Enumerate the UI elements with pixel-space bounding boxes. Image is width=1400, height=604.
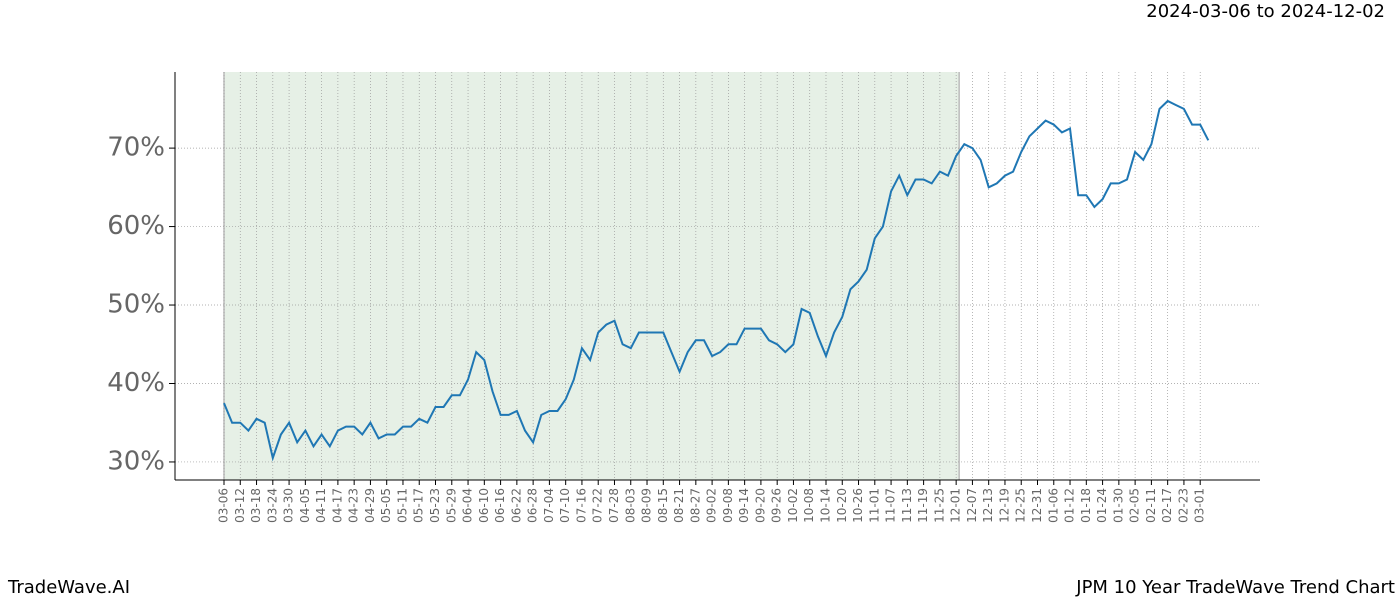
x-tick-label: 04-23 [347, 488, 361, 523]
x-tick-label: 03-06 [217, 488, 231, 523]
x-tick-label: 12-07 [965, 488, 979, 523]
footer-right: JPM 10 Year TradeWave Trend Chart [1075, 577, 1395, 598]
x-tick-label: 12-19 [997, 488, 1011, 523]
x-tick-label: 03-12 [233, 488, 247, 523]
x-tick-label: 06-16 [493, 488, 507, 523]
x-tick-label: 08-15 [656, 488, 670, 523]
x-tick-label: 02-11 [1144, 488, 1158, 523]
x-tick-label: 11-25 [932, 488, 946, 523]
x-tick-label: 07-28 [607, 488, 621, 523]
x-tick-label: 03-30 [282, 488, 296, 523]
x-tick-label: 12-25 [1014, 488, 1028, 523]
x-tick-label: 05-29 [444, 488, 458, 523]
x-tick-label: 10-14 [818, 488, 832, 523]
x-tick-label: 06-28 [526, 488, 540, 523]
x-tick-label: 05-23 [428, 488, 442, 523]
x-tick-label: 06-10 [477, 488, 491, 523]
x-tick-label: 10-08 [802, 488, 816, 523]
x-tick-label: 04-29 [363, 488, 377, 523]
x-tick-label: 03-18 [249, 488, 263, 523]
x-tick-label: 01-18 [1079, 488, 1093, 523]
x-tick-label: 12-01 [949, 488, 963, 523]
x-tick-label: 06-04 [461, 488, 475, 523]
x-tick-label: 03-24 [265, 488, 279, 523]
x-tick-label: 08-27 [688, 488, 702, 523]
x-tick-label: 01-06 [1046, 488, 1060, 523]
x-tick-label: 04-11 [314, 488, 328, 523]
x-tick-label: 02-23 [1176, 488, 1190, 523]
x-tick-label: 08-21 [672, 488, 686, 523]
x-tick-label: 09-20 [753, 488, 767, 523]
x-tick-label: 05-11 [395, 488, 409, 523]
x-tick-label: 12-31 [1030, 488, 1044, 523]
x-tick-label: 11-07 [884, 488, 898, 523]
x-tick-label: 01-30 [1111, 488, 1125, 523]
x-tick-label: 12-13 [981, 488, 995, 523]
y-tick-label: 60% [107, 211, 165, 241]
x-tick-label: 05-17 [412, 488, 426, 523]
x-tick-label: 08-03 [623, 488, 637, 523]
y-tick-label: 70% [107, 133, 165, 163]
x-tick-label: 04-05 [298, 488, 312, 523]
x-tick-label: 09-02 [705, 488, 719, 523]
x-tick-label: 01-24 [1095, 488, 1109, 523]
x-tick-label: 07-22 [591, 488, 605, 523]
chart-title: 2024-03-06 to 2024-12-02 [1146, 1, 1385, 22]
y-tick-label: 30% [107, 446, 165, 476]
x-tick-label: 04-17 [330, 488, 344, 523]
x-tick-label: 10-26 [851, 488, 865, 523]
x-tick-label: 10-20 [835, 488, 849, 523]
line-series [223, 99, 1210, 462]
x-tick-label: 10-02 [786, 488, 800, 523]
x-tick-label: 07-16 [574, 488, 588, 523]
x-tick-label: 07-04 [542, 488, 556, 523]
x-tick-label: 01-12 [1063, 488, 1077, 523]
highlight-band [224, 72, 960, 480]
x-tick-label: 07-10 [558, 488, 572, 523]
x-tick-label: 11-19 [916, 488, 930, 523]
footer-left: TradeWave.AI [7, 577, 130, 598]
x-tick-label: 09-26 [770, 488, 784, 523]
y-tick-label: 40% [107, 368, 165, 398]
x-tick-label: 02-05 [1128, 488, 1142, 523]
x-tick-label: 11-13 [900, 488, 914, 523]
x-tick-label: 08-09 [640, 488, 654, 523]
x-tick-label: 09-08 [721, 488, 735, 523]
x-tick-label: 03-01 [1193, 488, 1207, 523]
x-tick-label: 02-17 [1160, 488, 1174, 523]
x-tick-label: 11-01 [867, 488, 881, 523]
x-tick-label: 05-05 [379, 488, 393, 523]
x-tick-label: 09-14 [737, 488, 751, 523]
y-tick-label: 50% [107, 290, 165, 320]
x-tick-label: 06-22 [509, 488, 523, 523]
